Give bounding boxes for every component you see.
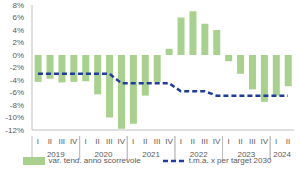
svg-text:2023: 2023	[237, 150, 255, 159]
svg-text:I: I	[37, 137, 39, 146]
svg-text:I: I	[132, 137, 134, 146]
svg-text:IV: IV	[260, 137, 268, 146]
svg-text:2019: 2019	[47, 150, 65, 159]
svg-text:II: II	[191, 137, 195, 146]
svg-text:2%: 2%	[12, 38, 24, 47]
svg-text:III: III	[249, 137, 256, 146]
svg-text:-10%: -10%	[8, 113, 24, 122]
svg-text:IV: IV	[118, 137, 126, 146]
svg-text:I: I	[84, 137, 86, 146]
svg-text:II: II	[238, 137, 242, 146]
svg-text:II: II	[48, 137, 52, 146]
svg-text:8%: 8%	[12, 1, 24, 10]
svg-text:II: II	[286, 137, 290, 146]
svg-text:IV: IV	[213, 137, 221, 146]
svg-text:IV: IV	[165, 137, 173, 146]
svg-text:2024: 2024	[273, 150, 291, 159]
svg-text:III: III	[106, 137, 113, 146]
svg-text:2022: 2022	[190, 150, 208, 159]
svg-text:I: I	[275, 137, 277, 146]
svg-text:4%: 4%	[12, 26, 24, 35]
svg-text:6%: 6%	[12, 13, 24, 22]
svg-text:III: III	[58, 137, 65, 146]
svg-text:-12%: -12%	[8, 126, 24, 135]
svg-text:II: II	[143, 137, 147, 146]
svg-text:II: II	[95, 137, 99, 146]
svg-text:2021: 2021	[142, 150, 160, 159]
svg-text:I: I	[180, 137, 182, 146]
svg-text:III: III	[201, 137, 208, 146]
svg-text:-6%: -6%	[10, 88, 24, 97]
svg-text:2020: 2020	[95, 150, 113, 159]
svg-text:III: III	[154, 137, 161, 146]
svg-text:-8%: -8%	[10, 101, 24, 110]
svg-text:-2%: -2%	[10, 63, 24, 72]
svg-text:I: I	[227, 137, 229, 146]
svg-text:-4%: -4%	[10, 76, 24, 85]
svg-text:0%: 0%	[12, 51, 24, 60]
svg-text:IV: IV	[70, 137, 78, 146]
